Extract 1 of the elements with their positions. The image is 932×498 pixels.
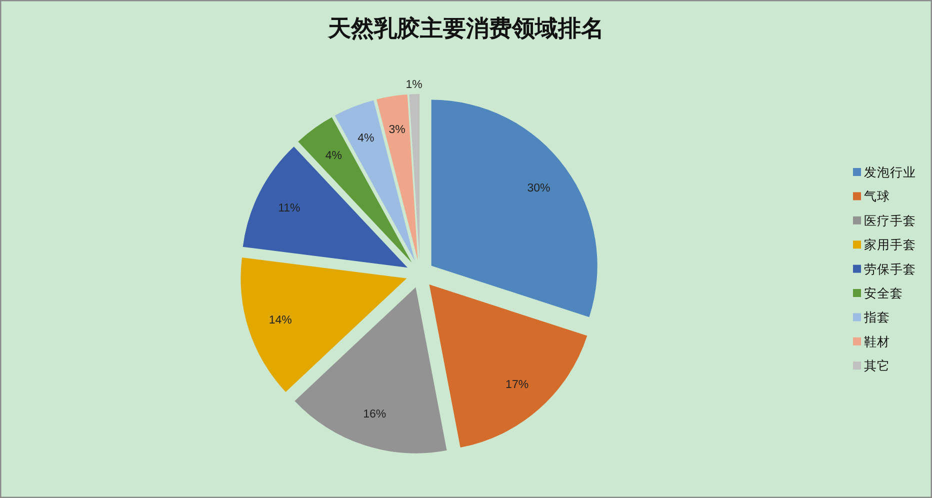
title: 天然乳胶主要消费领域排名 <box>328 16 604 41</box>
